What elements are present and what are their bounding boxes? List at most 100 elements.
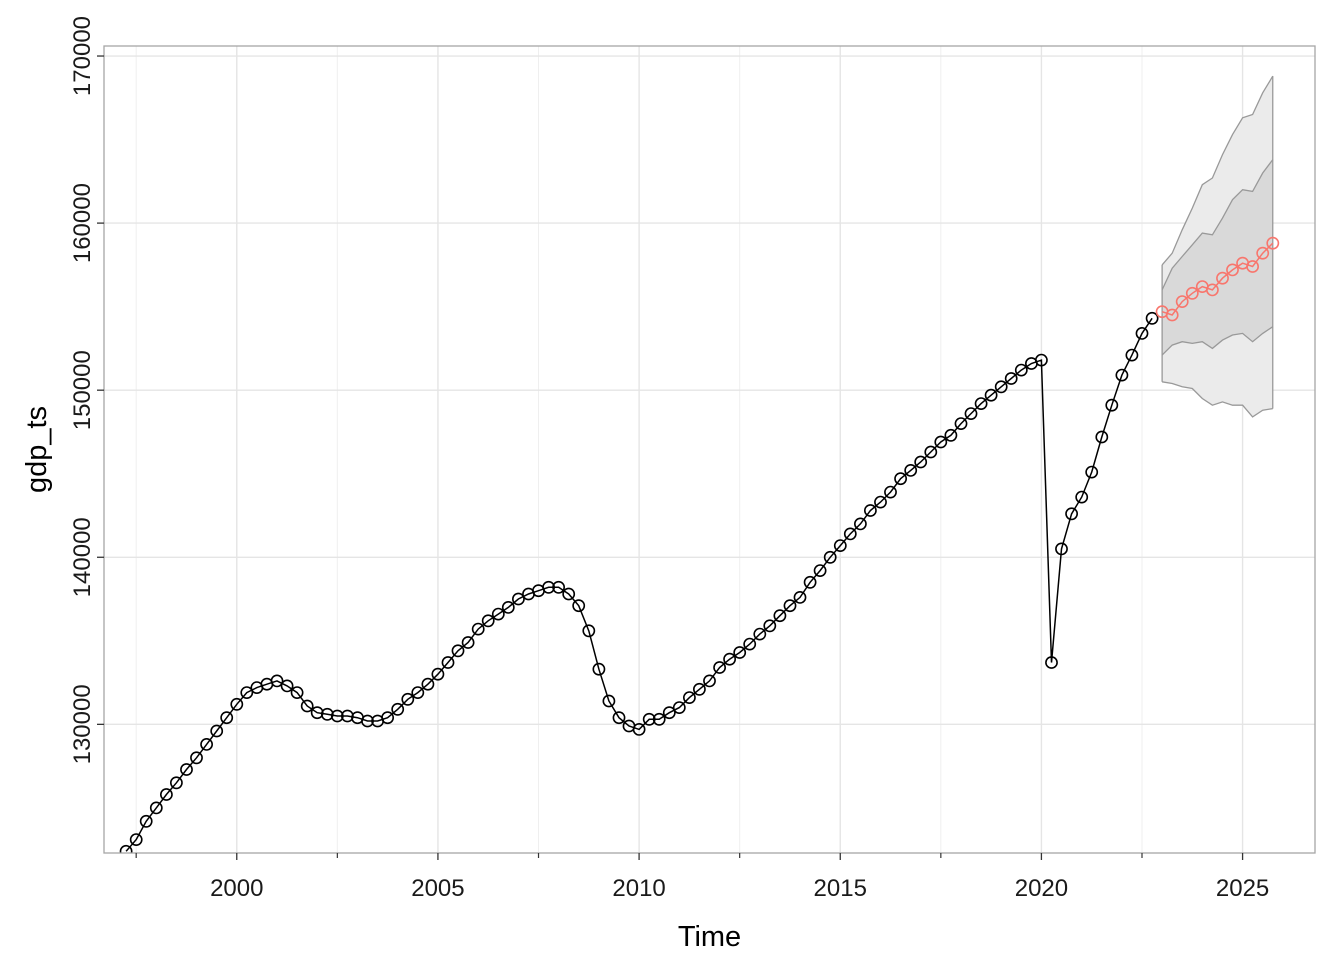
x-tick-label: 2005 bbox=[411, 875, 464, 902]
observed-point bbox=[280, 679, 294, 693]
observed-point bbox=[441, 656, 455, 669]
observed-point bbox=[683, 691, 696, 704]
observed-point bbox=[854, 517, 867, 531]
observed-point bbox=[1135, 326, 1149, 340]
observed-point bbox=[753, 627, 767, 641]
x-tick-label: 2000 bbox=[210, 875, 263, 902]
observed-point bbox=[602, 694, 616, 708]
observed-point bbox=[431, 667, 445, 681]
observed-point bbox=[401, 692, 415, 706]
observed-point bbox=[783, 599, 797, 613]
observed-point bbox=[1145, 311, 1159, 325]
observed-point bbox=[411, 686, 425, 699]
observed-point bbox=[139, 814, 153, 828]
observed-point bbox=[270, 674, 284, 688]
observed-point bbox=[491, 607, 505, 621]
observed-point bbox=[512, 592, 525, 606]
observed-point bbox=[501, 601, 515, 614]
band-80-lower-edge bbox=[1161, 326, 1274, 356]
observed-point bbox=[230, 697, 244, 711]
observed-point bbox=[220, 711, 234, 725]
observed-point bbox=[833, 539, 847, 552]
observed-point bbox=[129, 833, 143, 846]
observed-point bbox=[592, 662, 606, 676]
observed-point bbox=[964, 407, 978, 420]
forecast-line bbox=[1161, 242, 1274, 316]
observed-point bbox=[743, 637, 757, 651]
observed-point bbox=[763, 619, 777, 633]
observed-point bbox=[612, 711, 626, 725]
observed-point bbox=[391, 702, 405, 716]
observed-point bbox=[552, 580, 565, 594]
observed-point bbox=[1105, 398, 1119, 412]
forecast-point bbox=[1256, 246, 1270, 260]
observed-point bbox=[733, 646, 747, 659]
forecast-point bbox=[1165, 308, 1179, 322]
x-axis-title: Time bbox=[678, 921, 741, 953]
observed-point bbox=[562, 587, 576, 601]
observed-point bbox=[974, 397, 988, 410]
observed-point bbox=[200, 738, 213, 751]
observed-line bbox=[125, 317, 1153, 852]
observed-point bbox=[149, 801, 163, 815]
observed-point bbox=[451, 644, 465, 658]
observed-point bbox=[723, 652, 736, 666]
y-tick-label: 150000 bbox=[69, 350, 96, 430]
observed-point bbox=[421, 677, 435, 691]
observed-point bbox=[1075, 490, 1089, 504]
band-80-fill bbox=[1162, 159, 1273, 356]
observed-point bbox=[793, 591, 807, 604]
y-tick-label: 130000 bbox=[69, 684, 96, 764]
observed-point bbox=[290, 686, 304, 699]
observed-point bbox=[884, 485, 897, 499]
observed-point bbox=[1065, 507, 1078, 521]
observed-point bbox=[1055, 542, 1068, 556]
observed-point bbox=[894, 472, 907, 486]
observed-point bbox=[984, 388, 998, 402]
observed-point bbox=[1045, 656, 1058, 669]
series-lines bbox=[125, 242, 1274, 852]
observed-point bbox=[864, 504, 877, 517]
observed-point bbox=[1004, 372, 1018, 385]
observed-point bbox=[843, 527, 857, 541]
observed-point bbox=[300, 699, 314, 713]
observed-point bbox=[159, 788, 173, 801]
observed-point bbox=[180, 763, 193, 776]
observed-point bbox=[994, 380, 1008, 394]
observed-point bbox=[803, 575, 817, 589]
observed-point bbox=[1085, 465, 1099, 479]
observed-point bbox=[904, 463, 918, 477]
y-axis: 130000 140000 150000 160000 170000 bbox=[69, 16, 104, 764]
y-tick-label: 140000 bbox=[69, 517, 96, 597]
observed-point bbox=[481, 614, 495, 628]
observed-point bbox=[240, 686, 254, 699]
observed-point bbox=[582, 624, 596, 638]
observed-point bbox=[934, 435, 948, 449]
observed-point bbox=[914, 455, 928, 469]
observed-point bbox=[542, 580, 555, 594]
forecast-point bbox=[1206, 283, 1219, 297]
band-80-upper-edge bbox=[1161, 159, 1274, 291]
observed-point bbox=[703, 674, 716, 688]
observed-point bbox=[330, 709, 344, 723]
observed-point bbox=[672, 701, 686, 714]
observed-point bbox=[693, 682, 706, 696]
observed-point bbox=[874, 495, 887, 509]
observed-point bbox=[310, 706, 324, 720]
x-tick-label: 2015 bbox=[814, 875, 867, 902]
gridlines bbox=[104, 46, 1315, 853]
observed-point bbox=[642, 712, 656, 726]
observed-point bbox=[652, 712, 666, 726]
forecast-point bbox=[1216, 271, 1229, 285]
observed-point bbox=[572, 599, 586, 613]
observed-point bbox=[1115, 368, 1129, 382]
band-95-lower-edge bbox=[1161, 381, 1273, 418]
y-axis-title: gdp_ts bbox=[21, 406, 53, 493]
forecast-point bbox=[1246, 260, 1259, 273]
x-axis: 2000 2005 2010 2015 2020 2025 bbox=[135, 853, 1269, 902]
observed-point bbox=[773, 609, 787, 623]
panel-border bbox=[103, 45, 1316, 854]
observed-point bbox=[632, 723, 646, 736]
